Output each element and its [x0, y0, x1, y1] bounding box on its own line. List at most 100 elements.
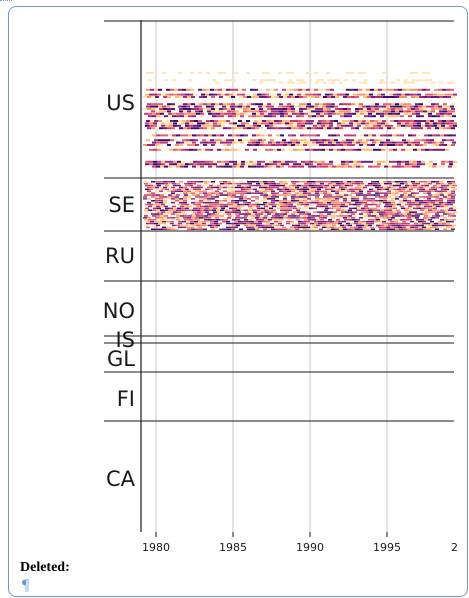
heatmap-cell [259, 96, 263, 98]
heatmap-cell [347, 96, 351, 98]
heatmap-cell [348, 134, 352, 137]
heatmap-cell [364, 141, 368, 144]
heatmap-cell [382, 72, 386, 74]
heatmap-cell [255, 186, 259, 189]
heatmap-cell [295, 144, 299, 146]
heatmap-cell [351, 181, 355, 183]
heatmap-cell [367, 217, 371, 219]
heatmap-cell [226, 120, 230, 122]
heatmap-cell [387, 186, 391, 189]
heatmap-cell [356, 112, 360, 115]
heatmap-cell [264, 224, 268, 227]
heatmap-cell [307, 144, 311, 146]
heatmap-cell [188, 182, 192, 185]
heatmap-cell [413, 188, 417, 191]
heatmap-cell [360, 165, 364, 168]
heatmap-cell [244, 182, 248, 185]
heatmap-cell [216, 194, 220, 196]
heatmap-cell [350, 88, 354, 91]
heatmap-cell [172, 209, 176, 211]
heatmap-cell [285, 184, 289, 187]
heatmap-cell [339, 190, 343, 192]
heatmap-cell [429, 93, 433, 96]
heatmap-cell [180, 224, 184, 227]
heatmap-cell [243, 108, 247, 110]
heatmap-cell [409, 122, 413, 125]
heatmap-cell [433, 184, 437, 187]
heatmap-cell [341, 188, 345, 191]
heatmap-cell [402, 226, 406, 229]
heatmap-cell [319, 108, 323, 110]
heatmap-cell [352, 215, 356, 217]
country-label-no: NO [103, 299, 135, 323]
heatmap-cell [377, 160, 381, 163]
heatmap-cell [196, 224, 200, 227]
heatmap-cell [239, 198, 243, 200]
heatmap-cell [335, 110, 339, 113]
heatmap-cell [171, 190, 175, 192]
heatmap-cell [351, 103, 355, 106]
heatmap-cell [407, 103, 411, 106]
heatmap-cell [199, 186, 203, 189]
heatmap-cell [328, 79, 332, 82]
heatmap-cell [259, 190, 263, 192]
heatmap-cell [207, 217, 211, 219]
heatmap-cell [143, 198, 147, 200]
heatmap-cell [445, 122, 449, 125]
heatmap-cell [204, 134, 208, 137]
heatmap-cell [413, 203, 417, 206]
heatmap-cell [447, 196, 451, 198]
heatmap-cell [255, 213, 259, 215]
heatmap-cell [393, 160, 397, 163]
heatmap-cell [317, 160, 321, 163]
heatmap-cell [426, 120, 430, 122]
heatmap-cell [202, 222, 206, 225]
heatmap-cell [173, 124, 177, 127]
heatmap-cell [188, 141, 192, 144]
heatmap-cell [334, 226, 338, 229]
heatmap-cell [444, 194, 448, 196]
heatmap-cell [421, 148, 425, 151]
heatmap-cell [438, 105, 442, 108]
heatmap-cell [220, 165, 224, 168]
heatmap-cell [333, 184, 337, 187]
heatmap-cell [331, 200, 335, 202]
heatmap-cell [259, 81, 263, 84]
heatmap-cell [287, 213, 291, 215]
heatmap-cell [380, 165, 384, 168]
heatmap-cell [190, 139, 194, 142]
heatmap-cell [187, 108, 191, 110]
heatmap-cell [206, 105, 210, 108]
heatmap-cell [408, 112, 412, 115]
heatmap-cell [288, 79, 292, 82]
heatmap-cell [293, 160, 297, 163]
heatmap-cell [439, 181, 443, 183]
heatmap-cell [384, 215, 388, 217]
heatmap-cell [155, 144, 159, 146]
heatmap-cell [184, 182, 188, 185]
heatmap-cell [216, 165, 220, 168]
heatmap-cell [189, 124, 193, 127]
heatmap-cell [317, 93, 321, 96]
heatmap-cell [201, 163, 205, 166]
heatmap-cell [369, 93, 373, 96]
heatmap-cell [390, 139, 394, 142]
heatmap-cell [312, 219, 316, 221]
heatmap-cell [409, 211, 413, 213]
heatmap-cell [214, 88, 218, 91]
heatmap-cell [260, 215, 264, 217]
heatmap-cell [264, 141, 268, 144]
heatmap-cell [209, 163, 213, 166]
heatmap-cell [411, 81, 415, 84]
heatmap-cell [347, 198, 351, 200]
heatmap-cell [421, 203, 425, 206]
heatmap-cell [208, 209, 212, 211]
heatmap-cell [412, 209, 416, 211]
heatmap-cell [347, 201, 351, 204]
heatmap-cell [196, 134, 200, 137]
heatmap-cell [216, 205, 220, 208]
heatmap-cell [301, 148, 305, 151]
heatmap-cell [241, 188, 245, 191]
heatmap-cell [217, 122, 221, 125]
heatmap-cell [281, 93, 285, 96]
